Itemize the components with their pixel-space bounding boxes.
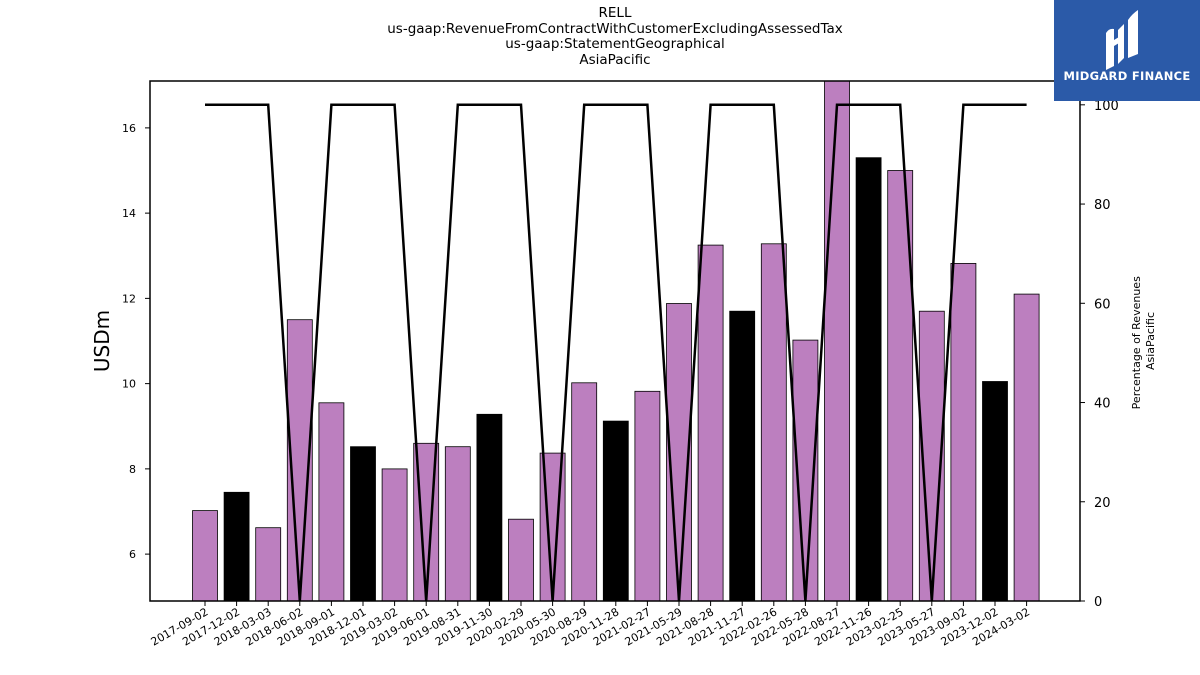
- bar-2024-03-02: [1013, 293, 1040, 602]
- percentage-line: [205, 103, 1027, 602]
- midgard-finance-logo: MIDGARD FINANCE: [1054, 0, 1200, 101]
- y-axis-label: USDm: [90, 310, 114, 372]
- bar-2020-08-29: [571, 382, 598, 602]
- y2-axis-label: Percentage of Revenues AsiaPacific: [1130, 273, 1157, 410]
- bar-2022-02-26: [760, 243, 787, 602]
- y-tick-label: 10: [122, 378, 136, 391]
- bar-2023-12-02: [982, 381, 1008, 602]
- bar-2021-11-27: [729, 310, 756, 602]
- bar-2021-02-27: [634, 390, 661, 602]
- y2-axis-label-line-1: Percentage of Revenues: [1130, 276, 1143, 409]
- chart-title: RELL us-gaap:RevenueFromContractWithCust…: [150, 5, 1080, 68]
- y-tick-label: 16: [122, 122, 136, 135]
- bar-2017-09-02: [192, 510, 218, 602]
- y2-axis-label-line-2: AsiaPacific: [1144, 312, 1157, 370]
- bar-2018-12-01: [350, 446, 376, 602]
- bar-2017-12-02: [223, 491, 250, 602]
- y2-tick-label: 80: [1094, 198, 1111, 213]
- y-tick-label: 12: [122, 292, 136, 305]
- bar-2018-09-01: [318, 402, 345, 602]
- bar-2019-03-02: [381, 468, 408, 602]
- bar-2020-02-29: [508, 518, 534, 602]
- bar-2022-08-27: [824, 80, 850, 602]
- bar-2022-11-26: [855, 157, 882, 602]
- y-tick-label: 14: [122, 207, 136, 220]
- y-tick-label: 6: [129, 548, 136, 561]
- bar-2019-11-30: [476, 413, 503, 602]
- y2-tick-label: 60: [1094, 297, 1111, 312]
- title-line-3: us-gaap:StatementGeographical: [505, 36, 725, 52]
- bar-2020-11-28: [602, 420, 629, 602]
- title-line-1: RELL: [598, 5, 632, 21]
- y2-tick-label: 100: [1094, 99, 1119, 114]
- plot-frame: [149, 80, 1081, 602]
- x-axis-ticks: 2017-09-022017-12-022018-03-032018-06-02…: [149, 601, 1032, 649]
- y-tick-label: 8: [129, 463, 136, 476]
- y2-tick-label: 0: [1094, 595, 1102, 610]
- bar-2019-08-31: [444, 446, 471, 602]
- y-axis-ticks: 6 8 10 12 14 16: [122, 122, 150, 561]
- y2-tick-label: 20: [1094, 496, 1111, 511]
- y2-axis-ticks: 0 20 40 60 80 100: [1080, 99, 1119, 610]
- logo-text: MIDGARD FINANCE: [1063, 69, 1191, 83]
- logo-mark-icon: [1106, 10, 1138, 70]
- bar-series: [192, 80, 1040, 602]
- bar-2021-08-28: [697, 244, 724, 602]
- title-line-2: us-gaap:RevenueFromContractWithCustomerE…: [387, 20, 843, 37]
- y2-tick-label: 40: [1094, 397, 1111, 412]
- bar-2023-09-02: [950, 262, 977, 602]
- bar-2018-03-03: [255, 527, 282, 602]
- title-line-4: AsiaPacific: [579, 51, 651, 68]
